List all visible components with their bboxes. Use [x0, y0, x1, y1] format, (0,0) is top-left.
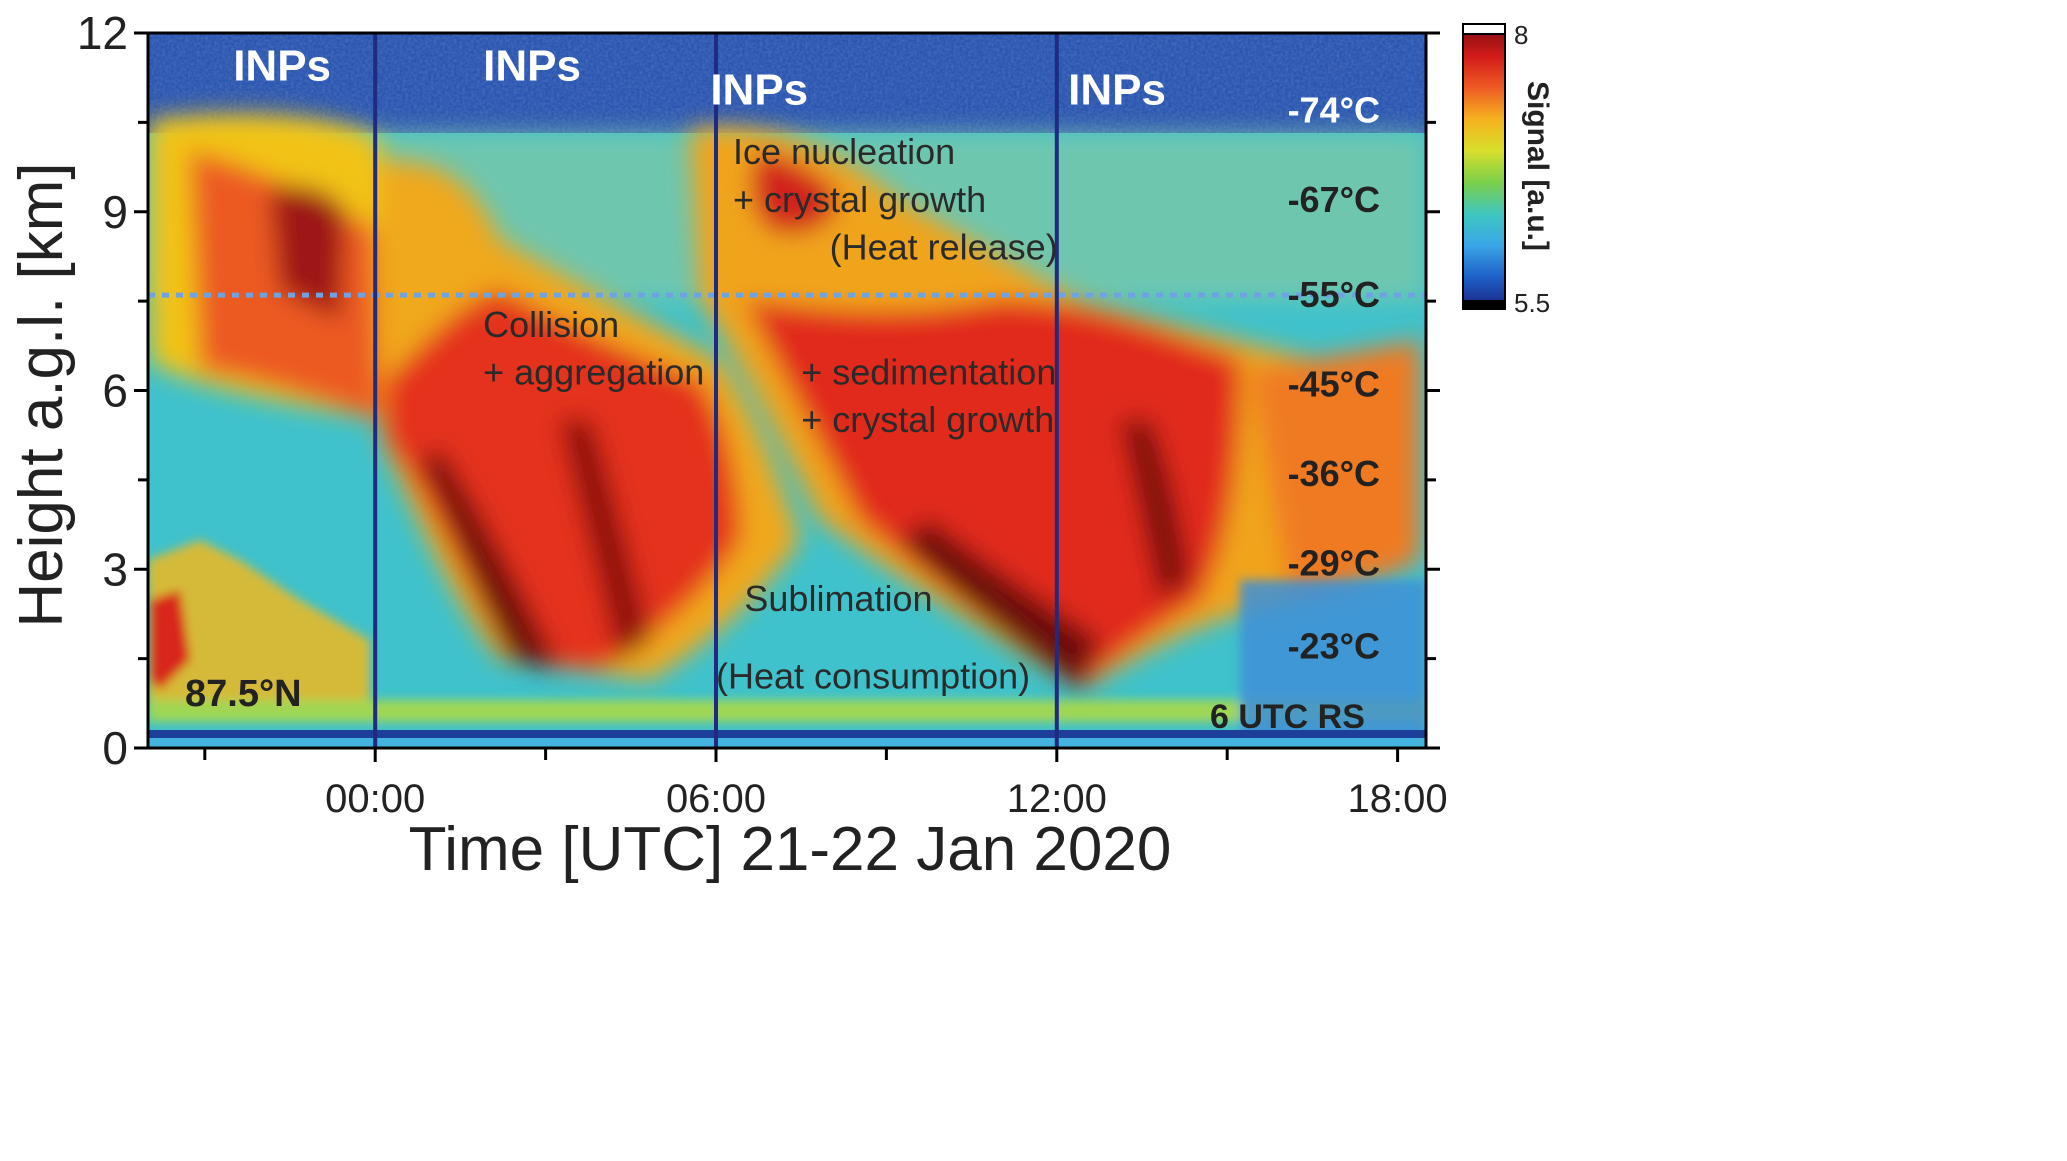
temperature-label-2: -55°C [1288, 274, 1380, 315]
annotation-4: + aggregation [483, 352, 704, 393]
inp-label-2: INPs [710, 66, 808, 115]
annotation-0: Ice nucleation [733, 131, 955, 172]
y-axis-label: Height a.g.l. [km] [7, 162, 76, 627]
low-level-features [148, 540, 1426, 748]
cloud-band-2-core [420, 450, 560, 670]
x-tick-label-2: 12:00 [1007, 777, 1107, 821]
x-tick-label-0: 00:00 [325, 777, 425, 821]
inp-labels: INPs INPs INPs INPs [233, 42, 1166, 115]
temperature-label-1: -67°C [1288, 179, 1380, 220]
colorbar: 8 5.5 Signal [a.u.] [1462, 20, 1554, 318]
annotation-5: + sedimentation [801, 352, 1056, 393]
colorbar-max-label: 8 [1514, 20, 1528, 50]
lower-right-blue-region [1240, 580, 1426, 748]
annotation-1: + crystal growth [733, 179, 986, 220]
x-tick-label-3: 18:00 [1348, 777, 1448, 821]
low-level-yellow-patch [148, 540, 370, 700]
y-tick-label-2: 6 [102, 365, 128, 417]
cloud-band-bodies [150, 114, 1420, 691]
heatmap-area: INPs INPs INPs INPs Ice nucleation + crystal… [148, 33, 1426, 748]
right-axis-ticks [1426, 31, 1440, 750]
ice-nucleation-cell [751, 150, 840, 234]
temperature-label-0: -74°C [1288, 89, 1380, 130]
latitude-label: 87.5°N [185, 673, 302, 715]
colorbar-underflow-cap [1463, 300, 1505, 310]
cloud-band-4-orange [1250, 340, 1420, 600]
inp-label-0: INPs [233, 42, 331, 91]
annotation-8: (Heat consumption) [716, 655, 1030, 696]
colorbar-overflow-cap [1462, 23, 1506, 35]
x-axis-label: Time [UTC] 21-22 Jan 2020 [409, 815, 1172, 884]
cloud-band-2-streak [560, 420, 650, 660]
cloud-band-3-streak [1120, 420, 1190, 600]
ground-layer [148, 738, 1426, 748]
y-tick-label-3: 9 [102, 186, 128, 238]
x-tick-label-1: 06:00 [666, 777, 766, 821]
cloud-band-1-core [270, 186, 345, 320]
upper-noise-texture [148, 33, 1426, 133]
annotation-3: Collision [483, 304, 619, 345]
inp-label-3: INPs [1068, 66, 1166, 115]
annotation-6: + crystal growth [801, 399, 1054, 440]
colorbar-gradient [1462, 23, 1506, 310]
annotation-2: (Heat release) [830, 226, 1058, 267]
process-annotations: Ice nucleation + crystal growth (Heat rele… [483, 131, 1058, 696]
radiosonde-label: 6 UTC RS [1210, 698, 1365, 736]
temperature-label-3: -45°C [1288, 364, 1380, 405]
colorbar-min-label: 5.5 [1514, 288, 1550, 318]
temperature-labels: -74°C -67°C -55°C -45°C -36°C -29°C -23°C [1288, 89, 1380, 666]
surface-layer-green [148, 700, 1426, 722]
cloud-band-3-core [900, 520, 1100, 690]
y-tick-label-1: 3 [102, 543, 128, 595]
colorbar-label: Signal [a.u.] [1521, 81, 1554, 251]
low-level-red-patch [150, 590, 190, 690]
y-axis: 0 3 6 9 12 [77, 7, 148, 774]
y-tick-label-4: 12 [77, 7, 128, 59]
cloud-band-3-red [745, 300, 1240, 690]
ground-clutter-line [148, 730, 1426, 738]
temperature-label-4: -36°C [1288, 453, 1380, 494]
annotation-7: Sublimation [744, 578, 932, 619]
temperature-label-5: -29°C [1288, 542, 1380, 583]
inp-label-1: INPs [483, 42, 581, 91]
x-axis: 00:00 06:00 12:00 18:00 [203, 748, 1448, 821]
temperature-label-6: -23°C [1288, 626, 1380, 667]
y-tick-label-0: 0 [102, 722, 128, 774]
vertical-reference-lines [373, 33, 1059, 748]
